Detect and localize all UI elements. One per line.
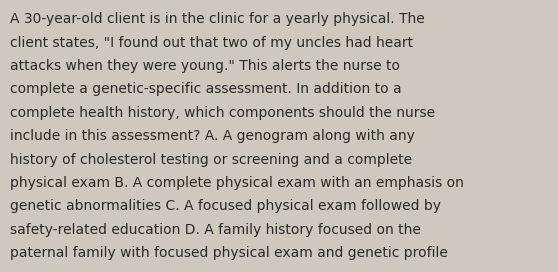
Text: client states, "I found out that two of my uncles had heart: client states, "I found out that two of …	[10, 36, 413, 50]
Text: genetic abnormalities C. A focused physical exam followed by: genetic abnormalities C. A focused physi…	[10, 199, 441, 213]
Text: paternal family with focused physical exam and genetic profile: paternal family with focused physical ex…	[10, 246, 448, 260]
Text: include in this assessment? A. A genogram along with any: include in this assessment? A. A genogra…	[10, 129, 415, 143]
Text: attacks when they were young." This alerts the nurse to: attacks when they were young." This aler…	[10, 59, 400, 73]
Text: A 30-year-old client is in the clinic for a yearly physical. The: A 30-year-old client is in the clinic fo…	[10, 12, 425, 26]
Text: complete a genetic-specific assessment. In addition to a: complete a genetic-specific assessment. …	[10, 82, 402, 96]
Text: safety-related education D. A family history focused on the: safety-related education D. A family his…	[10, 223, 421, 237]
Text: physical exam B. A complete physical exam with an emphasis on: physical exam B. A complete physical exa…	[10, 176, 464, 190]
Text: complete health history, which components should the nurse: complete health history, which component…	[10, 106, 435, 120]
Text: history of cholesterol testing or screening and a complete: history of cholesterol testing or screen…	[10, 153, 412, 166]
